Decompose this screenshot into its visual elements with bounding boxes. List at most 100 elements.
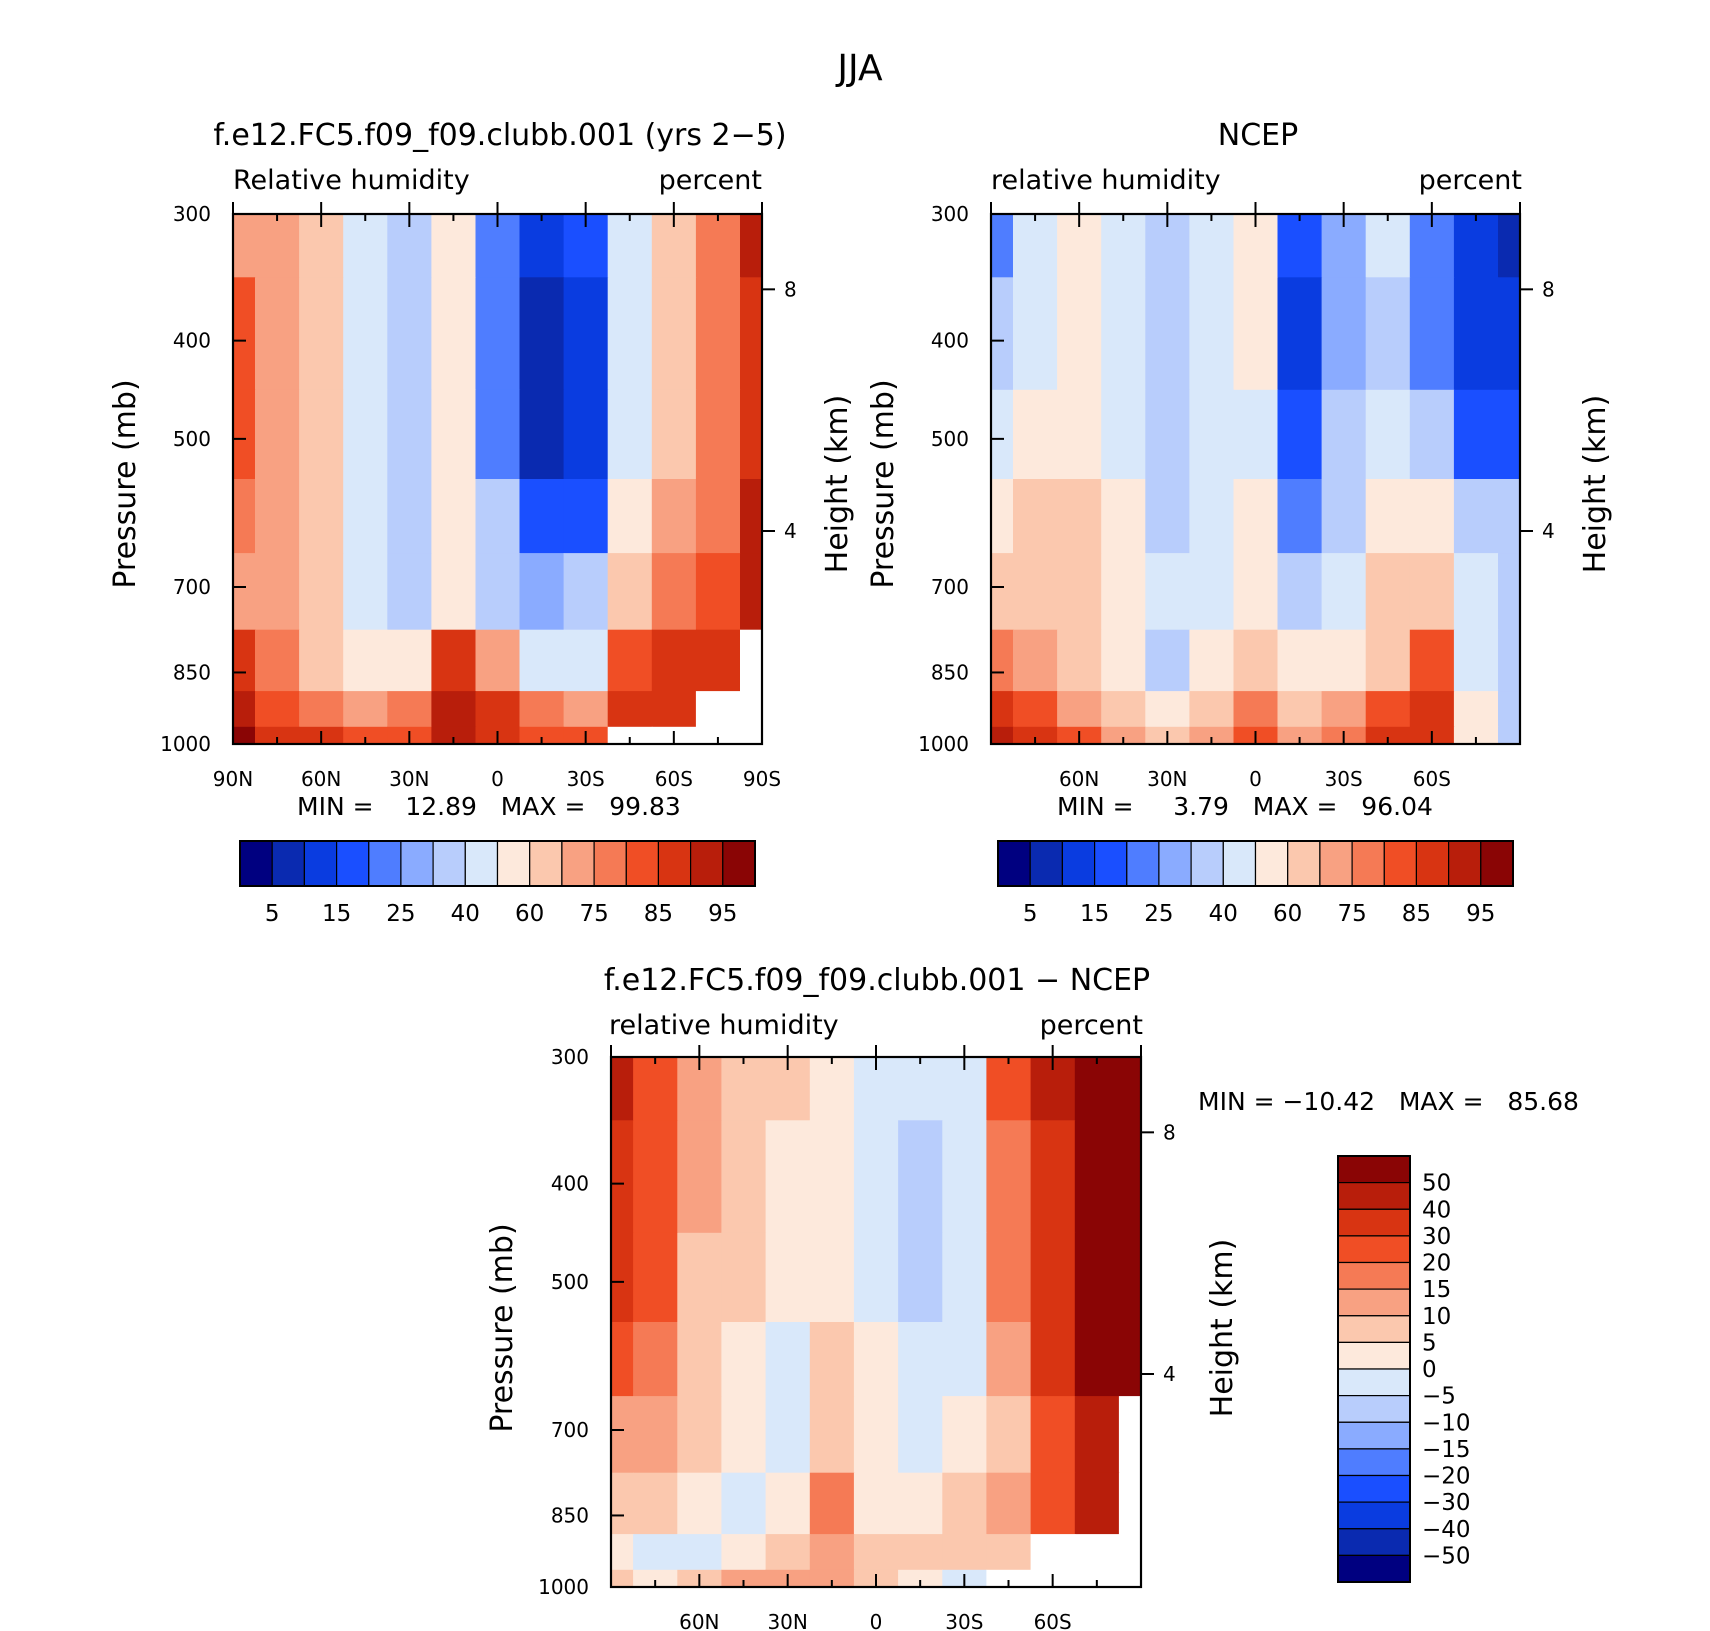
obs-x-tick-label: 0: [1249, 767, 1262, 791]
obs-cell: [1013, 629, 1058, 692]
obs-colorbar-label: 5: [1023, 901, 1038, 927]
model-cell: [651, 553, 697, 631]
diff-cell: [898, 1534, 943, 1571]
model-cell: [387, 479, 432, 554]
diff-cell: [986, 1396, 1032, 1474]
obs-cell: [991, 553, 1014, 631]
model-cell: [563, 389, 609, 480]
model-cell: [387, 553, 432, 631]
diff-cell: [721, 1472, 767, 1535]
model-cell: [740, 479, 763, 554]
diff-cell: [721, 1534, 767, 1571]
diff-cell: [986, 1569, 1032, 1588]
model-cell: [519, 629, 565, 692]
model-cell: [299, 629, 344, 692]
model-cell: [387, 629, 432, 692]
diff-cell: [898, 1569, 943, 1588]
obs-cell: [1321, 277, 1367, 391]
obs-cell: [991, 277, 1014, 391]
model-colorbar-label: 40: [451, 901, 480, 927]
diff-cell: [942, 1322, 988, 1397]
obs-colorbar-box: [1447, 840, 1482, 887]
model-cell: [233, 691, 256, 728]
model-cell: [740, 277, 763, 391]
obs-y-tick-label: 1000: [918, 732, 969, 756]
model-cell: [299, 277, 344, 391]
diff-colorbar-label: −50: [1422, 1543, 1471, 1569]
obs-cell: [1189, 726, 1235, 745]
model-cell: [343, 479, 388, 554]
diff-colorbar-box: [1337, 1208, 1411, 1237]
model-colorbar-box: [689, 840, 724, 887]
diff-cell: [1030, 1120, 1076, 1234]
panel-obs-plot: 300 400 500 700 850 1000 8 4 60N 30N 0 30S 60S: [918, 202, 1555, 791]
diff-cell: [633, 1569, 678, 1588]
obs-cell: [1233, 691, 1279, 728]
model-cell: [431, 726, 477, 745]
diff-cell: [986, 1120, 1032, 1234]
model-y-tick-label: 700: [173, 575, 211, 599]
model-cell: [343, 277, 388, 391]
model-colorbar-label: 85: [644, 901, 673, 927]
obs-cell: [1453, 479, 1499, 554]
diff-cell: [809, 1472, 855, 1535]
model-cell: [695, 726, 741, 745]
diff-cell: [898, 1396, 943, 1474]
model-cell: [431, 214, 477, 278]
obs-colorbar-label: 25: [1144, 901, 1173, 927]
diff-cell: [1118, 1232, 1142, 1323]
diff-cell: [721, 1057, 767, 1121]
model-colorbar-box: [271, 840, 306, 887]
model-cell: [255, 726, 300, 745]
diff-colorbar-box: [1337, 1448, 1411, 1477]
panel-model-colorbar: 5 15 25 40 60 75 85 95: [239, 840, 756, 927]
model-cell: [233, 214, 256, 278]
model-cell: [563, 691, 609, 728]
model-cell: [255, 553, 300, 631]
diff-cell: [1074, 1472, 1120, 1535]
diff-cell: [633, 1232, 678, 1323]
model-cell: [740, 214, 763, 278]
obs-cell: [991, 389, 1014, 480]
obs-cell: [991, 629, 1014, 692]
diff-colorbar-label: 30: [1422, 1224, 1451, 1250]
obs-cell: [1498, 277, 1521, 391]
model-cell: [233, 726, 256, 745]
diff-cell: [765, 1322, 811, 1397]
obs-cell: [1233, 553, 1279, 631]
model-cell: [475, 277, 521, 391]
model-x-tick-label: 30N: [389, 767, 429, 791]
model-cell: [607, 389, 653, 480]
model-colorbar-box: [432, 840, 466, 887]
model-cell: [343, 691, 388, 728]
obs-cell: [1277, 553, 1323, 631]
diff-cell: [611, 1057, 634, 1121]
obs-cell: [1365, 479, 1411, 554]
obs-cell: [1409, 629, 1455, 692]
diff-cell: [721, 1232, 767, 1323]
obs-cell: [1189, 691, 1235, 728]
obs-cell: [1013, 726, 1058, 745]
obs-cell: [1277, 277, 1323, 391]
diff-cell: [942, 1120, 988, 1234]
diff-cell: [721, 1396, 767, 1474]
obs-cell: [1145, 629, 1190, 692]
panel-obs-ylabel: Pressure (mb): [866, 379, 901, 588]
model-x-tick-label: 0: [491, 767, 504, 791]
model-cell: [695, 389, 741, 480]
model-colorbar-label: 25: [386, 901, 415, 927]
obs-cell: [1013, 479, 1058, 554]
diff-cell: [677, 1120, 723, 1234]
panel-diff-ylabel-right: Height (km): [1205, 1239, 1240, 1418]
model-cell: [387, 277, 432, 391]
model-cell: [563, 553, 609, 631]
model-cell: [475, 629, 521, 692]
diff-cell: [809, 1057, 855, 1121]
obs-cell: [1498, 629, 1521, 692]
model-y-tick-label: 500: [173, 427, 211, 451]
diff-cell: [942, 1396, 988, 1474]
obs-cell: [1101, 726, 1146, 745]
obs-cell: [1321, 629, 1367, 692]
obs-cell: [1498, 214, 1521, 278]
obs-cell: [1057, 629, 1102, 692]
